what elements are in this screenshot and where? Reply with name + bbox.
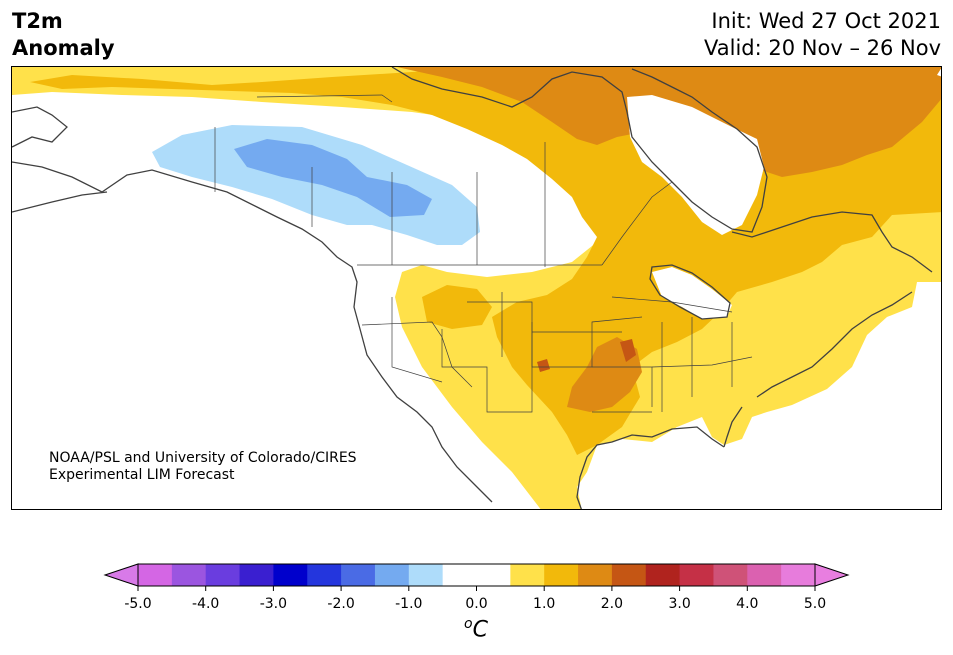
- colorbar-segment: [307, 564, 342, 586]
- forecast-dates: Init: Wed 27 Oct 2021 Valid: 20 Nov – 26…: [704, 8, 941, 62]
- colorbar-underflow: [103, 563, 139, 587]
- valid-range: Valid: 20 Nov – 26 Nov: [704, 36, 941, 60]
- colorbar-segment: [544, 564, 579, 586]
- coastlines: [12, 67, 933, 509]
- colorbar-segment: [374, 564, 410, 586]
- colorbar-segment: [679, 564, 714, 586]
- colorbar-segment: [138, 564, 173, 586]
- colorbar-segment: [341, 564, 376, 586]
- colorbar-tick-label: 2.0: [600, 596, 624, 612]
- init-date: Init: Wed 27 Oct 2021: [711, 9, 941, 33]
- colorbar-segment: [239, 564, 274, 586]
- colorbar-tick-label: -2.0: [327, 596, 355, 612]
- credit-line-2: Experimental LIM Forecast: [49, 467, 235, 483]
- colorbar-segment: [747, 564, 782, 586]
- anomaly-map: [12, 67, 941, 509]
- unit-letter: C: [472, 617, 488, 643]
- colorbar-segment: [645, 564, 681, 586]
- colorbar-segment: [578, 564, 613, 586]
- colorbar-tick-label: 5.0: [803, 596, 827, 612]
- colorbar-segment: [205, 564, 241, 586]
- colorbar-tick-label: -5.0: [124, 596, 152, 612]
- anomaly-warm-peak: [537, 339, 636, 372]
- map-panel: [11, 66, 942, 510]
- colorbar-tick-label: 3.0: [668, 596, 691, 612]
- colorbar-tick-label: 1.0: [533, 596, 556, 612]
- water-bodies: [627, 68, 941, 319]
- unit-superscript: o: [464, 616, 473, 632]
- colorbar-tick-label: -4.0: [192, 596, 220, 612]
- colorbar-tick-label: -1.0: [395, 596, 423, 612]
- colorbar-unit: oC: [464, 616, 488, 642]
- title-line-2: Anomaly: [12, 36, 115, 60]
- anomaly-cool-mid: [234, 139, 432, 217]
- colorbar-ticks: [137, 586, 816, 591]
- colorbar-segment: [781, 564, 816, 586]
- map-title: T2m Anomaly: [12, 8, 115, 62]
- colorbar-segment: [611, 564, 647, 586]
- political-borders: [214, 94, 753, 413]
- colorbar-segment: [171, 564, 207, 586]
- colorbar-tick-label: 4.0: [736, 596, 759, 612]
- colorbar-segment: [713, 564, 748, 586]
- colorbar-tick-label: -3.0: [259, 596, 288, 612]
- colorbar-tick-label: 0.0: [465, 596, 488, 612]
- colorbar-segments: [138, 564, 816, 586]
- colorbar-overflow: [814, 563, 850, 587]
- data-credit: NOAA/PSL and University of Colorado/CIRE…: [49, 450, 357, 484]
- colorbar-segment: [408, 564, 444, 586]
- colorbar-segment: [476, 564, 511, 586]
- colorbar-segment: [273, 564, 308, 586]
- credit-line-1: NOAA/PSL and University of Colorado/CIRE…: [49, 450, 357, 466]
- colorbar-segment: [510, 564, 545, 586]
- colorbar-segment: [442, 564, 477, 586]
- title-line-1: T2m: [12, 9, 63, 33]
